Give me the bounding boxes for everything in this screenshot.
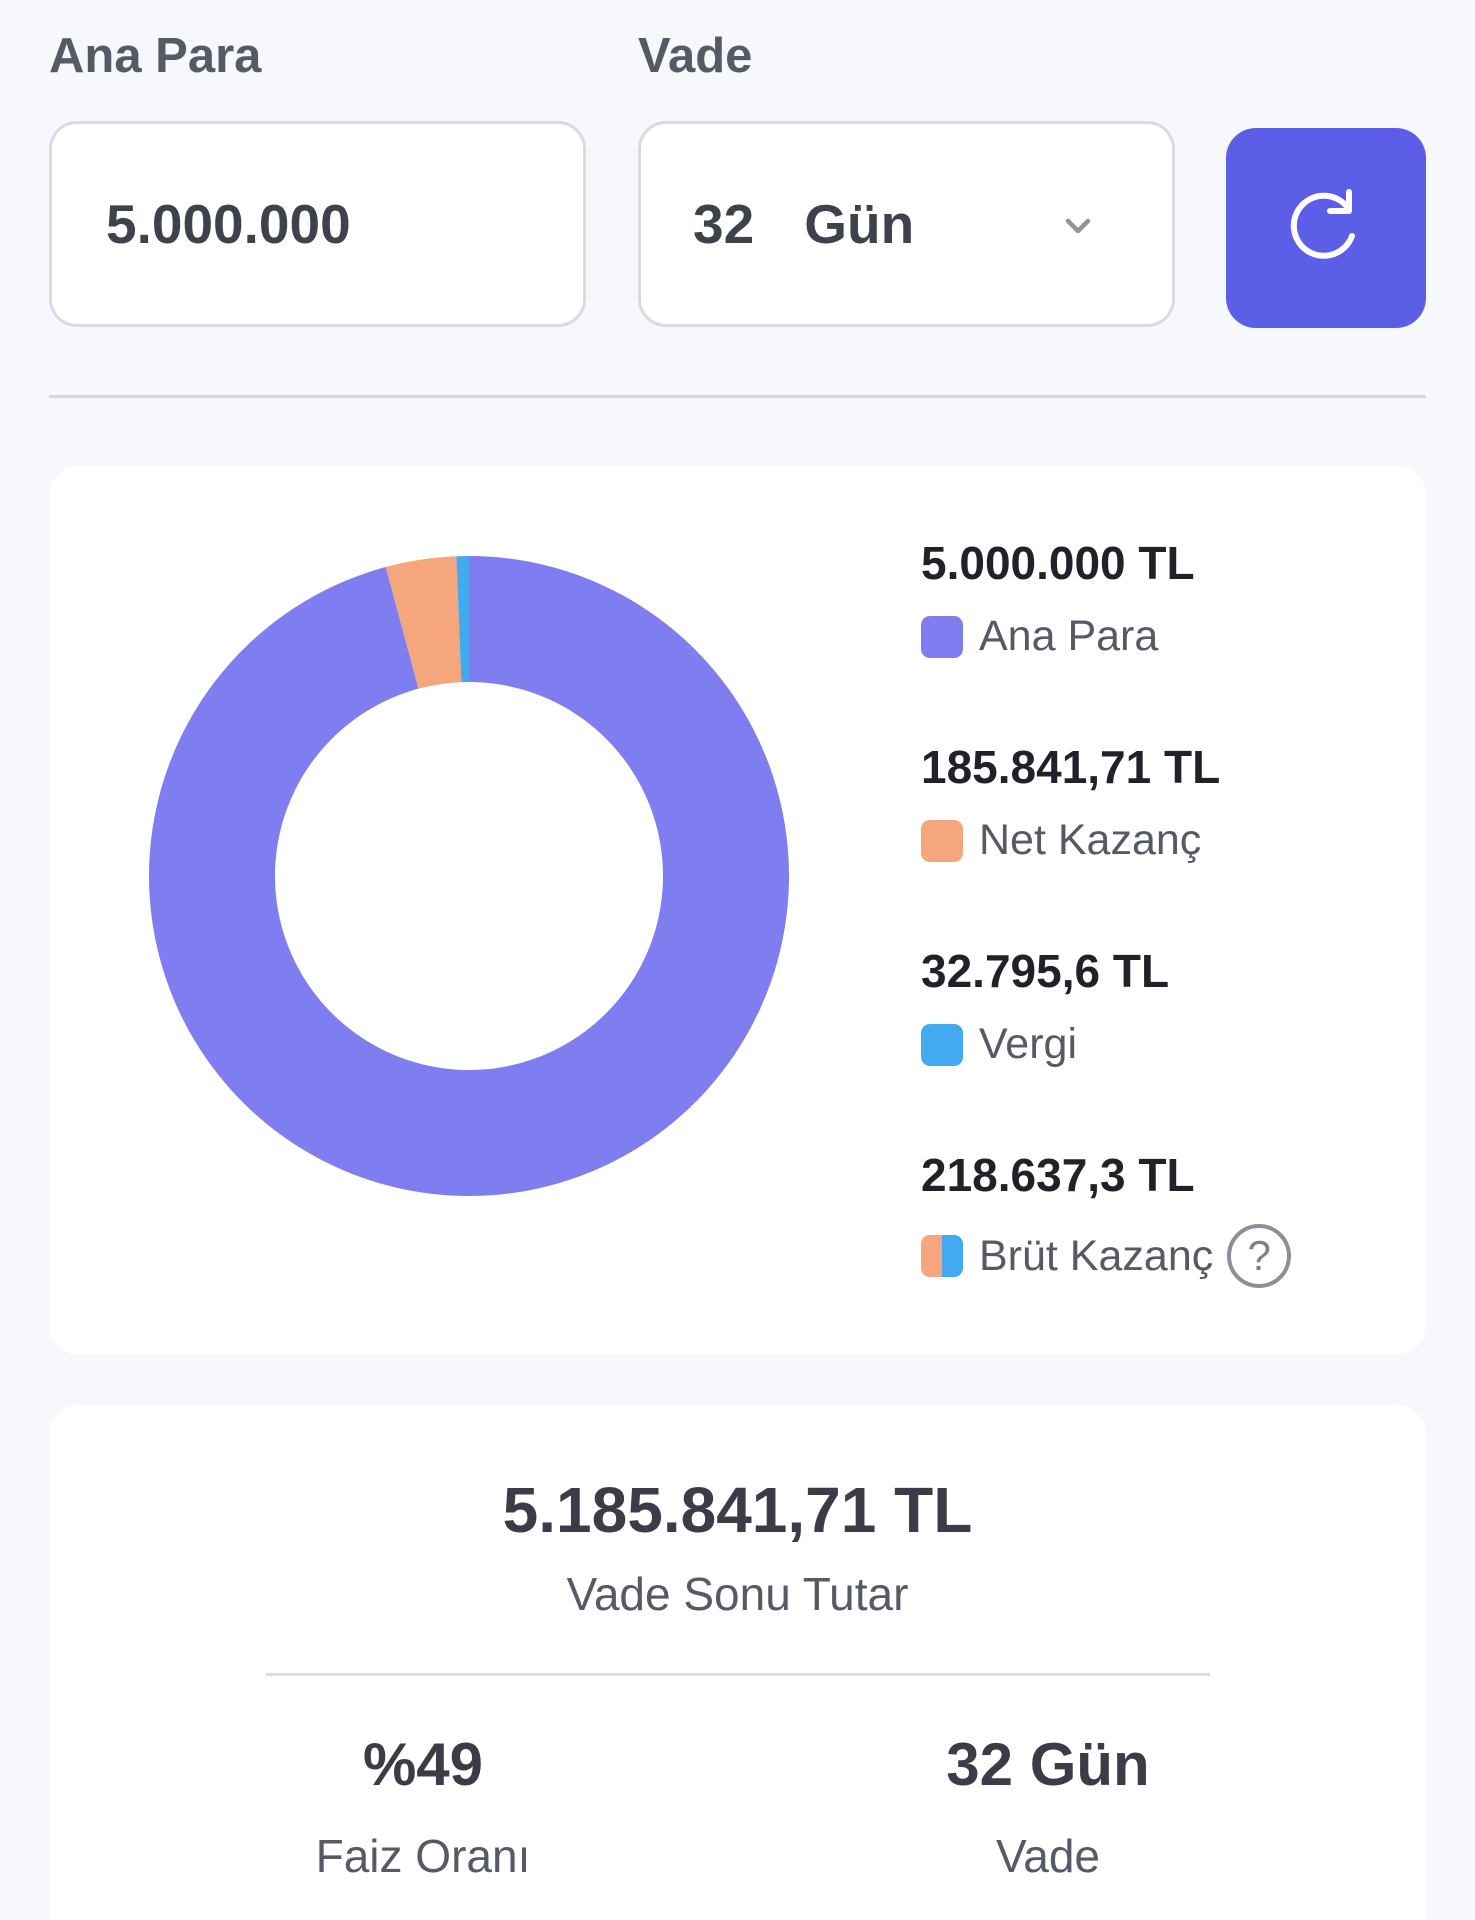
term-label: Vade [638,29,753,83]
summary-card: 5.185.841,71 TL Vade Sonu Tutar %49 Faiz… [49,1405,1426,1920]
term-stat-value: 32 Gün [946,1731,1150,1798]
legend-swatch [921,1235,963,1277]
legend-item-tax: 32.795,6 TL Vergi [921,944,1169,1069]
chevron-down-icon [1065,218,1091,234]
amount-label: Ana Para [49,29,262,83]
term-select-unit: Gün [804,193,915,255]
interest-rate-label: Faiz Oranı [315,1830,531,1882]
maturity-total-label: Vade Sonu Tutar [566,1568,909,1620]
legend-swatch [921,819,963,862]
term-select-value: 32 [693,193,755,255]
refresh-icon [1290,189,1355,259]
amount-input[interactable]: 5.000.000 [49,121,586,327]
maturity-total-value: 5.185.841,71 TL [502,1474,973,1546]
donut-slice-1 [149,556,789,1196]
term-select[interactable]: 32 Gün [638,121,1175,327]
legend-value: 5.000.000 TL [921,537,1195,589]
legend-label: Ana Para [979,612,1159,660]
breakdown-card: 5.000.000 TL Ana Para 185.841,71 TL Net … [49,466,1426,1354]
help-icon[interactable]: ? [1227,1224,1292,1288]
legend-value: 185.841,71 TL [921,741,1221,793]
legend-swatch [921,615,963,658]
legend-label: Net Kazanç [979,816,1202,864]
legend-value: 218.637,3 TL [921,1149,1195,1201]
amount-input-value: 5.000.000 [106,193,351,255]
summary-divider [266,1673,1210,1676]
refresh-button[interactable] [1226,128,1426,328]
donut-chart [149,556,789,1196]
interest-rate-value: %49 [362,1731,484,1798]
term-stat: 32 Gün Vade [848,1730,1248,1883]
donut-slice-3 [456,556,469,683]
top-divider [49,395,1426,398]
legend-value: 32.795,6 TL [921,945,1170,997]
term-stat-label: Vade [995,1830,1101,1882]
legend-label: Vergi [979,1020,1078,1068]
legend-label: Brüt Kazanç [979,1231,1214,1280]
legend-swatch [921,1023,963,1066]
legend-item-principal: 5.000.000 TL Ana Para [921,536,1195,661]
legend-item-net: 185.841,71 TL Net Kazanç [921,740,1220,865]
interest-rate-stat: %49 Faiz Oranı [223,1730,623,1883]
donut-slice-2 [385,556,462,689]
legend-item-gross: 218.637,3 TL Brüt Kazanç ? [921,1148,1292,1288]
